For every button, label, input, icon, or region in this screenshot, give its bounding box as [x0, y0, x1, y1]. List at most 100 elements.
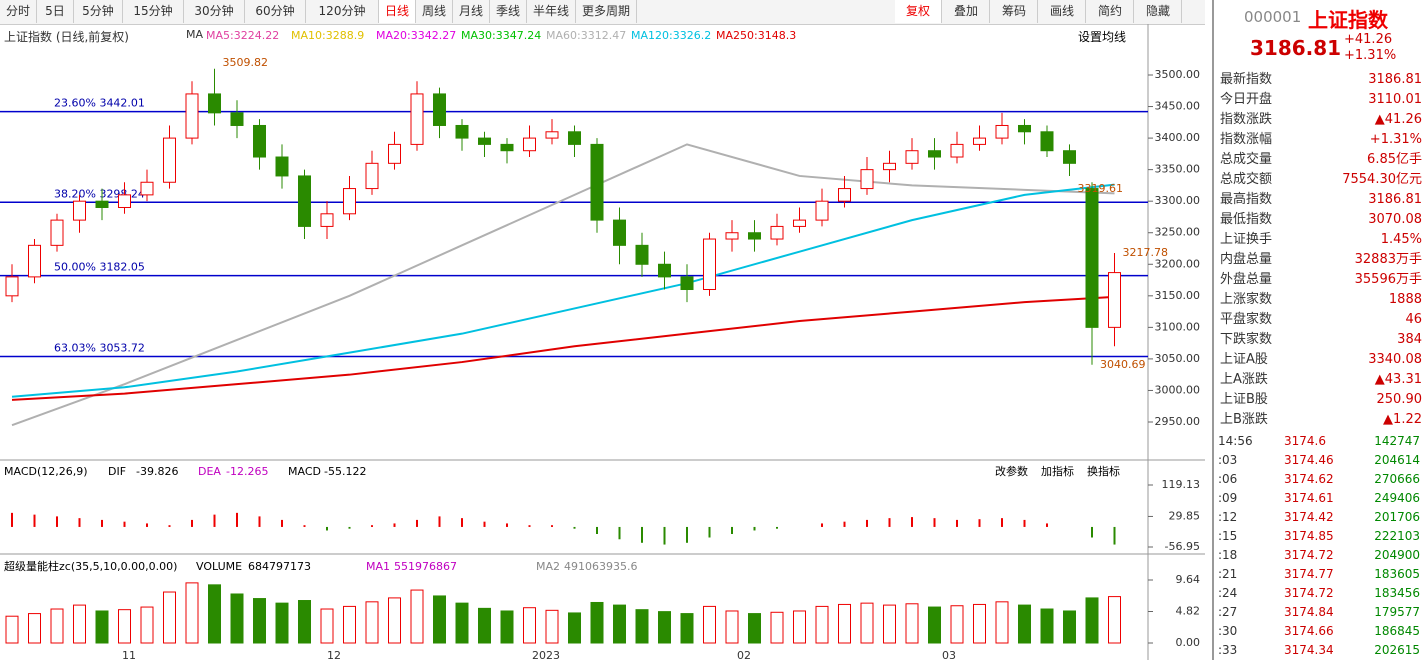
annotation: 3217.78	[1123, 246, 1169, 259]
row-label: 最高指数	[1220, 192, 1273, 207]
trade-price: 3174.72	[1284, 548, 1334, 562]
candle	[793, 219, 806, 227]
quote-row: 最高指数 3186.81	[1220, 190, 1426, 210]
price-tick-label: 3200.00	[1155, 257, 1201, 270]
row-value: 3186.81	[1368, 72, 1422, 87]
x-label: 2023	[532, 649, 560, 660]
settings[interactable]: 设置均线	[1078, 30, 1127, 44]
quote-row: 指数涨跌 ▲41.26	[1220, 110, 1426, 130]
macd-name: MACD	[288, 465, 321, 478]
row-value: 1.45%	[1380, 232, 1422, 247]
tab[interactable]: 画线	[1039, 0, 1086, 23]
tab[interactable]: 5日	[37, 0, 74, 23]
candle	[680, 276, 694, 291]
candle	[950, 143, 964, 158]
candle	[230, 112, 244, 126]
trade-price: 3174.85	[1284, 529, 1334, 543]
trade-vol: 142747	[1374, 434, 1420, 448]
candle	[658, 263, 671, 278]
row-value: 35596万手	[1354, 272, 1422, 287]
volume-bar	[523, 607, 536, 644]
time: 14:56	[1218, 434, 1253, 448]
tab[interactable]: 120分钟	[306, 0, 379, 23]
macd-tick-label: 119.13	[1162, 478, 1201, 491]
tab[interactable]: 季线	[490, 0, 527, 23]
volume-bar	[973, 603, 986, 644]
candle	[185, 93, 199, 139]
volume-bar	[680, 613, 694, 644]
tab[interactable]: 简约	[1087, 0, 1134, 23]
action[interactable]: 换指标	[1087, 464, 1120, 478]
trade-row: :33 3174.34 202615	[1214, 641, 1428, 660]
candle	[163, 137, 176, 183]
candle	[568, 131, 581, 145]
chart: 2950.00 3000.00 3050.00 3100.00 3150.00 3200.…	[0, 24, 1205, 660]
time: :03	[1218, 453, 1238, 467]
ma-name: MA5	[206, 29, 231, 42]
volume-bar	[388, 597, 401, 644]
tab[interactable]: 更多周期	[576, 0, 637, 23]
tab[interactable]: 30分钟	[184, 0, 245, 23]
trade-price: 3174.62	[1284, 472, 1334, 486]
macd-name: DIF	[108, 465, 126, 478]
tab[interactable]: 半年线	[527, 0, 576, 23]
trade-vol: 204614	[1374, 453, 1420, 467]
vol-value: 551976867	[394, 560, 457, 573]
volume-bar	[298, 600, 311, 644]
action[interactable]: 加指标	[1041, 464, 1074, 478]
row-label: 指数涨跌	[1220, 112, 1273, 127]
tab[interactable]: 叠加	[943, 0, 990, 23]
trade-vol: 204900	[1374, 548, 1420, 562]
tab[interactable]: 周线	[416, 0, 453, 23]
time: :24	[1218, 586, 1238, 600]
trade-price: 3174.84	[1284, 605, 1334, 619]
candle	[973, 137, 986, 145]
tab[interactable]: 日线	[379, 0, 416, 23]
volume-bar	[433, 595, 446, 644]
tab[interactable]: 5分钟	[74, 0, 123, 23]
quote-row: 最低指数 3070.08	[1220, 210, 1426, 230]
tab[interactable]: 60分钟	[245, 0, 306, 23]
trade-row: :27 3174.84 179577	[1214, 603, 1428, 622]
row-label: 上证换手	[1220, 232, 1273, 247]
price: 3186.81	[1250, 36, 1342, 60]
candle	[860, 169, 874, 190]
tab[interactable]: 15分钟	[123, 0, 184, 23]
row-label: 上证B股	[1220, 392, 1268, 407]
candle	[748, 232, 761, 240]
candle	[725, 232, 739, 240]
annotation: 3040.69	[1100, 358, 1146, 371]
action[interactable]: 改参数	[995, 464, 1028, 478]
row-label: 上B涨跌	[1220, 412, 1268, 427]
tab[interactable]: 筹码	[991, 0, 1038, 23]
quote-row: 总成交量 6.85亿手	[1220, 150, 1426, 170]
tab[interactable]: 月线	[453, 0, 490, 23]
quote-row: 下跌家数 384	[1220, 330, 1426, 350]
tab[interactable]: 复权	[895, 0, 942, 23]
candle	[118, 194, 131, 208]
time: :09	[1218, 491, 1238, 505]
volume-bar	[658, 611, 671, 644]
candle	[1018, 124, 1031, 133]
macd-tick-label: 29.85	[1169, 509, 1201, 522]
tab[interactable]: 分时	[0, 0, 37, 23]
trade-price: 3174.34	[1284, 643, 1334, 657]
candle	[1085, 188, 1099, 328]
volume-bar	[365, 601, 379, 644]
tab[interactable]: 隐藏	[1135, 0, 1182, 23]
candle	[815, 200, 829, 221]
candle	[73, 200, 86, 221]
volume-bar	[770, 611, 784, 644]
volume-bar	[73, 604, 86, 644]
volume-bar	[5, 615, 19, 644]
candle	[703, 238, 716, 291]
vol-name: MA1	[366, 560, 390, 573]
trade-price: 3174.61	[1284, 491, 1334, 505]
volume-label: 超级量能柱zc(35,5,10,0.00,0.00)	[4, 559, 177, 573]
trade-price: 3174.6	[1284, 434, 1326, 448]
candle	[500, 143, 514, 152]
volume-bar	[613, 604, 626, 644]
ma-name: MA120	[631, 29, 670, 42]
candle	[928, 150, 941, 158]
time: :12	[1218, 510, 1238, 524]
